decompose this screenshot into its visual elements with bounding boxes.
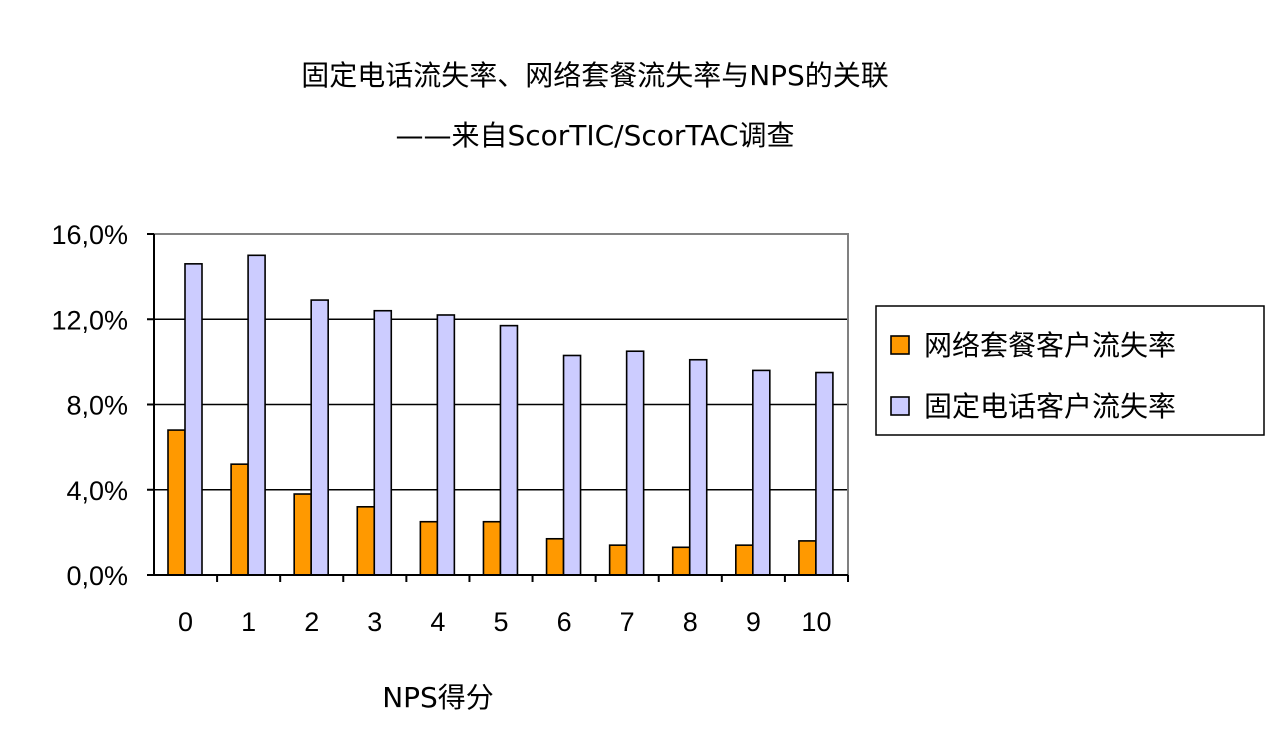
bar (419, 520, 439, 576)
y-tick-label: 12,0% (51, 305, 128, 335)
x-tick-label: 2 (304, 607, 319, 637)
bar (436, 314, 456, 576)
x-tick-label: 8 (683, 607, 698, 637)
bar (167, 429, 186, 576)
y-tick-labels: 0,0% 4,0% 8,0% 12,0% 16,0% (51, 220, 128, 591)
y-tick-label: 4,0% (66, 476, 128, 506)
x-tick-label: 6 (557, 607, 572, 637)
bar (247, 254, 266, 576)
bar (184, 263, 203, 576)
bar (482, 520, 502, 576)
bar (356, 505, 376, 576)
bar (688, 358, 708, 576)
bar (798, 540, 817, 576)
x-tick-label: 0 (178, 607, 193, 637)
x-tick-labels: 0 1 2 3 4 5 6 7 8 9 10 (178, 607, 831, 637)
bar (373, 309, 393, 576)
bar (499, 324, 519, 576)
x-axis-label: NPS得分 (382, 681, 494, 714)
legend-swatch (890, 335, 910, 355)
bar (735, 544, 754, 576)
chart-title: 固定电话流失率、网络套餐流失率与NPS的关联 (301, 59, 889, 92)
x-tick-label: 3 (367, 607, 382, 637)
legend-box (875, 305, 1265, 436)
axes (147, 233, 849, 582)
legend-label: 固定电话客户流失率 (924, 390, 1176, 423)
bars (167, 254, 834, 576)
bar (562, 354, 582, 576)
x-tick-label: 5 (493, 607, 508, 637)
bar (815, 371, 834, 576)
y-tick-label: 16,0% (51, 220, 128, 250)
x-tick-label: 7 (620, 607, 635, 637)
legend-swatch (890, 396, 910, 416)
bar (625, 350, 645, 576)
bar (671, 546, 691, 576)
x-tick-label: 1 (241, 607, 256, 637)
bar (608, 544, 628, 576)
bar (230, 463, 249, 576)
chart-subtitle: ——来自ScorTIC/ScorTAC调查 (395, 119, 795, 152)
x-tick-label: 10 (801, 607, 831, 637)
bar (545, 537, 565, 576)
y-tick-label: 0,0% (66, 561, 128, 591)
bar (752, 369, 771, 576)
y-tick-label: 8,0% (66, 391, 128, 421)
bar (293, 493, 312, 576)
x-tick-label: 9 (746, 607, 761, 637)
x-tick-label: 4 (430, 607, 445, 637)
bar (310, 299, 329, 576)
legend-label: 网络套餐客户流失率 (924, 329, 1176, 362)
